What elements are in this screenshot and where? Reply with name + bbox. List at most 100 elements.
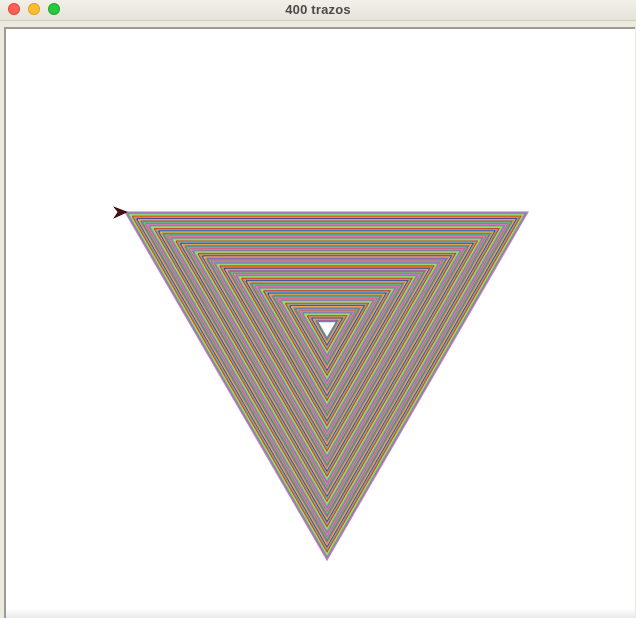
triangle-stroke <box>303 313 351 355</box>
triangle-stroke <box>297 310 357 362</box>
triangle-stroke <box>210 260 444 462</box>
triangle-stroke <box>252 284 402 414</box>
triangle-stroke <box>150 226 503 531</box>
triangle-stroke <box>184 245 470 493</box>
triangle-stroke <box>290 306 364 370</box>
maximize-button[interactable] <box>48 3 60 15</box>
triangle-stroke <box>268 293 386 395</box>
arrow-cursor-icon <box>113 206 128 219</box>
triangle-stroke <box>209 259 445 464</box>
triangle-stroke <box>241 277 413 427</box>
triangle-stroke <box>133 216 521 552</box>
turtle-drawing <box>113 206 530 562</box>
triangle-stroke <box>280 300 374 382</box>
triangle-stroke <box>195 252 458 479</box>
triangle-stroke <box>265 291 389 399</box>
triangle-stroke <box>125 212 528 560</box>
triangle-stroke <box>206 257 448 467</box>
triangle-stroke <box>171 238 483 508</box>
triangle-stroke <box>157 230 496 523</box>
triangle-stroke <box>283 301 371 378</box>
triangle-strokes <box>124 211 530 562</box>
triangle-stroke <box>166 235 487 513</box>
triangle-stroke <box>160 232 493 520</box>
triangle-stroke <box>211 261 443 461</box>
triangle-stroke <box>153 228 501 528</box>
triangle-stroke <box>146 223 508 536</box>
triangle-stroke <box>276 297 379 387</box>
triangle-stroke <box>305 314 350 353</box>
triangle-stroke <box>182 244 472 494</box>
triangle-stroke <box>289 305 366 372</box>
triangle-stroke <box>181 243 473 496</box>
triangle-stroke <box>257 286 398 409</box>
triangle-stroke <box>222 267 432 449</box>
triangle-stroke <box>284 302 370 377</box>
triangle-stroke <box>274 296 380 388</box>
triangle-stroke <box>203 256 451 471</box>
triangle-stroke <box>179 242 474 498</box>
triangle-stroke <box>169 237 485 510</box>
triangle-stroke <box>174 239 480 504</box>
triangle-stroke <box>260 288 395 405</box>
triangle-stroke <box>312 318 342 345</box>
triangle-stroke <box>152 227 502 530</box>
triangle-stroke <box>244 279 411 424</box>
triangle-stroke <box>198 253 456 476</box>
triangle-stroke <box>302 312 353 356</box>
triangle-stroke <box>162 233 492 518</box>
triangle-stroke <box>306 315 348 351</box>
triangle-stroke <box>295 308 360 365</box>
triangle-stroke <box>233 273 421 436</box>
triangle-stroke <box>315 320 339 341</box>
minimize-button[interactable] <box>28 3 40 15</box>
triangle-stroke <box>258 287 396 407</box>
triangle-stroke <box>131 215 522 553</box>
triangle-stroke <box>140 220 514 543</box>
triangle-stroke <box>232 272 422 437</box>
triangle-stroke <box>213 262 441 459</box>
triangle-stroke <box>172 238 482 506</box>
triangle-stroke <box>178 242 476 499</box>
window-title: 400 trazos <box>285 2 351 17</box>
triangle-stroke <box>124 211 530 562</box>
triangle-stroke <box>207 258 447 466</box>
triangle-stroke <box>239 277 415 429</box>
triangle-stroke <box>255 286 399 410</box>
triangle-stroke <box>190 248 464 486</box>
triangle-stroke <box>311 317 344 346</box>
triangle-stroke <box>248 282 406 419</box>
triangle-stroke <box>271 295 383 392</box>
triangle-stroke <box>273 296 382 390</box>
triangle-stroke <box>155 228 499 526</box>
triangle-stroke <box>226 269 428 444</box>
triangle-stroke <box>197 252 457 478</box>
triangle-stroke <box>188 247 466 488</box>
triangle-stroke <box>130 214 524 555</box>
triangle-stroke <box>313 319 341 343</box>
triangle-stroke <box>308 316 347 350</box>
triangle-stroke <box>185 246 469 491</box>
triangle-stroke <box>147 224 506 535</box>
triangle-stroke <box>286 303 369 375</box>
triangle-stroke <box>137 218 516 547</box>
triangle-stroke <box>225 268 429 446</box>
triangle-stroke <box>262 290 392 402</box>
triangle-stroke <box>194 251 460 481</box>
triangle-stroke <box>245 280 409 422</box>
title-bar[interactable]: 400 trazos <box>0 0 636 21</box>
triangle-stroke <box>192 250 461 483</box>
triangle-stroke <box>309 316 345 348</box>
triangle-stroke <box>163 233 490 516</box>
triangle-stroke <box>187 247 467 489</box>
triangle-stroke <box>261 289 393 404</box>
triangle-stroke <box>227 270 427 442</box>
close-button[interactable] <box>8 3 20 15</box>
triangle-stroke <box>144 223 509 538</box>
triangle-stroke <box>293 307 361 367</box>
triangle-stroke <box>191 249 463 484</box>
triangle-stroke <box>238 276 416 430</box>
triangle-stroke <box>249 282 405 417</box>
drawing-canvas[interactable] <box>4 27 635 618</box>
